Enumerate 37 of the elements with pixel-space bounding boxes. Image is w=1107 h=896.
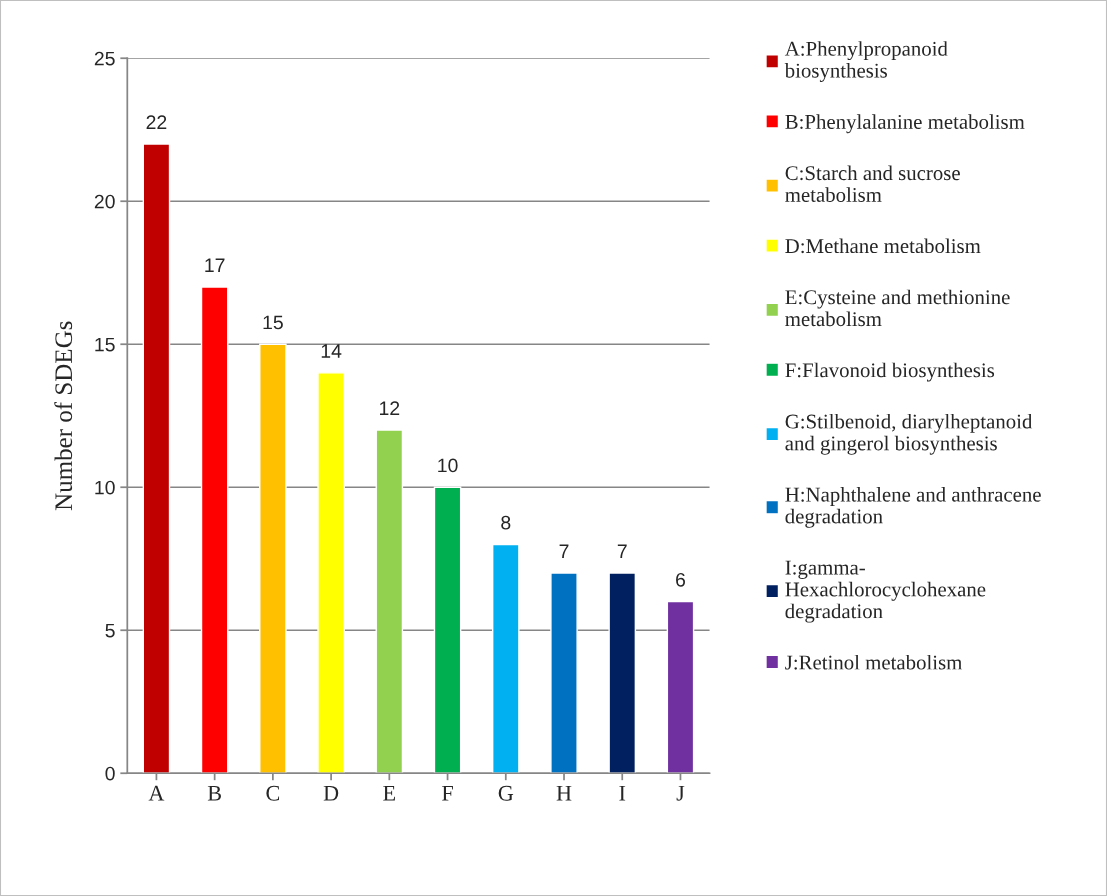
data-label: 10 xyxy=(438,458,458,473)
y-tick-label: 0 xyxy=(105,766,115,781)
data-label: 17 xyxy=(205,258,225,272)
legend-label: C:Starch and sucrose metabolism xyxy=(785,165,960,202)
legend-label: F:Flavonoid biosynthesis xyxy=(785,362,995,382)
data-label: 15 xyxy=(263,315,283,330)
x-tick-label: D xyxy=(323,785,339,801)
legend-label: G:Stilbenoid, diarylheptanoid and gingerol biosynthesis xyxy=(785,413,1033,455)
legend-label: I:gamma- Hexachlorocyclohexane degradation xyxy=(785,560,986,623)
x-tick-label: F xyxy=(442,785,453,801)
x-tick-label: A xyxy=(148,785,165,801)
legend-label: D:Methane metabolism xyxy=(785,238,981,254)
legend-label: A:Phenylpropanoid biosynthesis xyxy=(784,41,948,82)
x-tick-label: E xyxy=(383,785,396,801)
data-label: 14 xyxy=(321,344,342,358)
data-label: 6 xyxy=(676,572,686,587)
y-tick-label: 10 xyxy=(95,480,115,495)
y-tick-label: 15 xyxy=(95,337,115,352)
legend-label: J:Retinol metabolism xyxy=(785,654,963,670)
x-tick-label: H xyxy=(556,785,572,801)
x-tick-label: G xyxy=(498,785,514,801)
data-label: 7 xyxy=(559,544,569,558)
y-tick-label: 20 xyxy=(94,194,115,209)
x-tick-label: B xyxy=(207,785,221,801)
legend-label: B:Phenylalanine metabolism xyxy=(785,114,1025,134)
data-label: 7 xyxy=(617,544,627,558)
x-tick-label: C xyxy=(266,785,280,801)
y-tick-label: 5 xyxy=(105,623,115,638)
y-axis-title: Number of SDEGs xyxy=(54,321,73,511)
x-tick-label: I xyxy=(619,785,626,801)
data-label: 8 xyxy=(501,515,511,530)
legend-label: E:Cysteine and methionine metabolism xyxy=(785,289,1010,327)
data-label: 22 xyxy=(146,115,167,129)
legend-label: H:Naphthalene and anthracene degradation xyxy=(785,486,1041,528)
data-label: 12 xyxy=(380,401,400,415)
x-tick-label: J xyxy=(676,785,685,801)
y-tick-label: 25 xyxy=(94,51,115,66)
